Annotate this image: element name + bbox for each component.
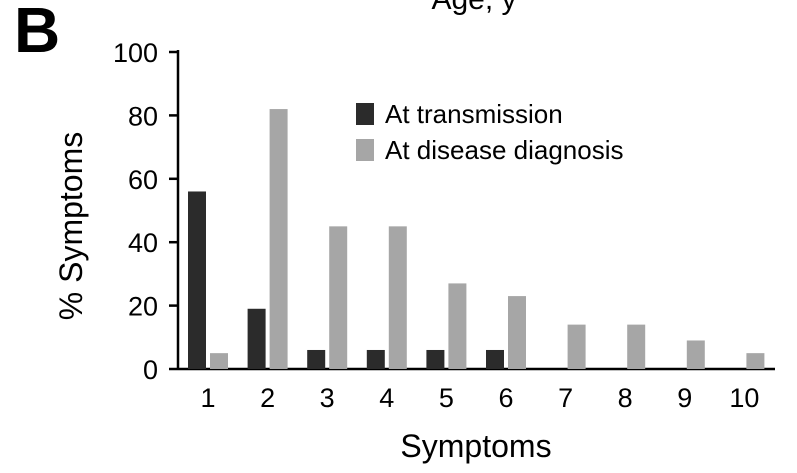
y-tick-label: 0 [143, 355, 158, 385]
x-tick-label: 6 [498, 383, 513, 413]
y-tick-label: 20 [128, 292, 158, 322]
bar-diagnosis-8 [627, 324, 646, 369]
x-tick-label: 2 [260, 383, 275, 413]
legend-swatch [356, 139, 374, 161]
bar-diagnosis-4 [388, 226, 407, 369]
x-tick-label: 3 [320, 383, 335, 413]
bar-transmission-1 [188, 191, 206, 369]
bar-transmission-2 [247, 308, 266, 369]
bar-diagnosis-9 [686, 340, 705, 369]
bar-diagnosis-1 [210, 353, 228, 369]
bar-transmission-4 [366, 349, 385, 369]
bar-diagnosis-3 [329, 226, 348, 369]
bar-transmission-3 [307, 349, 326, 369]
bar-diagnosis-10 [746, 353, 765, 369]
bars [188, 109, 765, 369]
axes: 0 20 40 60 80 100 1 2 3 4 5 6 7 8 9 10 Symptoms % Symptom… [53, 38, 775, 464]
x-tick-label: 8 [618, 383, 633, 413]
bar-diagnosis-7 [567, 324, 586, 369]
clipped-top-caption: Age, y [431, 0, 516, 16]
legend-label: At disease diagnosis [385, 135, 623, 165]
y-tick-label: 60 [128, 165, 158, 195]
legend: At transmission At disease diagnosis [356, 99, 623, 165]
bar-diagnosis-6 [508, 296, 526, 369]
y-tick-label: 100 [113, 38, 158, 68]
y-axis-title: % Symptoms [53, 132, 89, 320]
x-tick-label: 4 [379, 383, 394, 413]
legend-label: At transmission [385, 99, 563, 129]
bar-transmission-5 [426, 349, 445, 369]
bar-transmission-6 [486, 349, 504, 369]
panel-letter: B [14, 0, 60, 66]
x-tick-label: 10 [729, 383, 759, 413]
x-tick-label: 1 [200, 383, 215, 413]
bar-diagnosis-2 [269, 109, 288, 369]
legend-swatch [356, 103, 374, 125]
y-tick-label: 80 [128, 101, 158, 131]
bar-diagnosis-5 [448, 283, 467, 369]
x-axis-title: Symptoms [400, 428, 551, 464]
x-tick-label: 5 [439, 383, 454, 413]
y-tick-label: 40 [128, 228, 158, 258]
x-tick-label: 9 [677, 383, 692, 413]
x-tick-label: 7 [558, 383, 573, 413]
